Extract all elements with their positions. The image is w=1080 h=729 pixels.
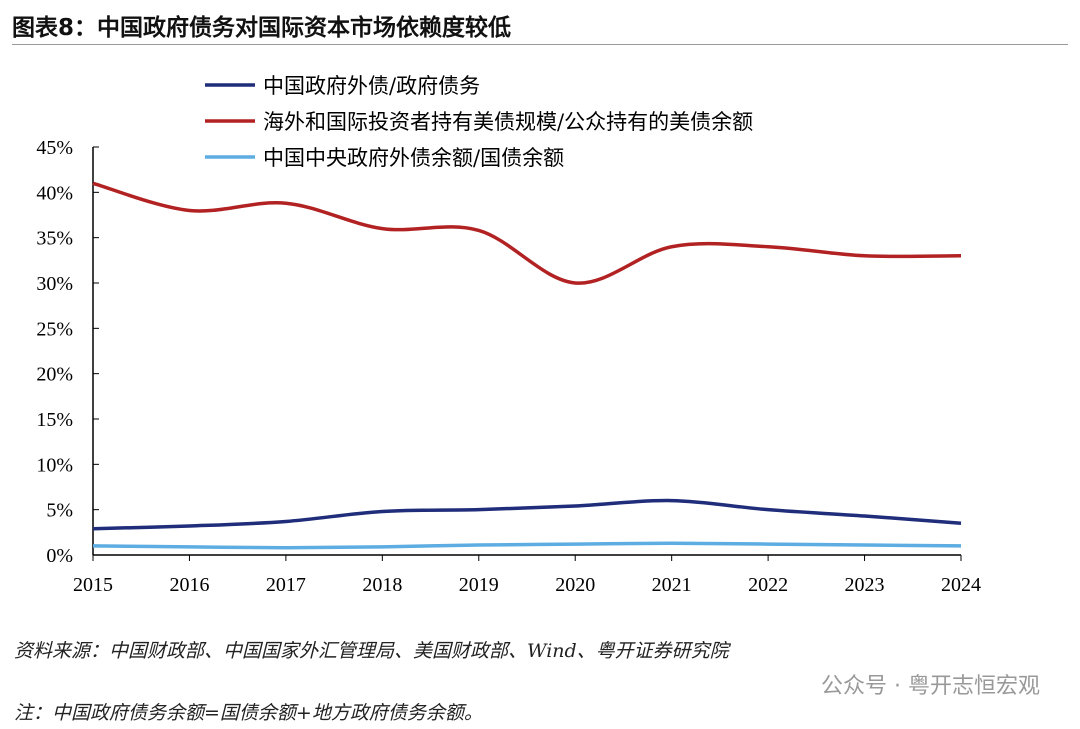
- legend-label-2: 海外和国际投资者持有美债规模/公众持有的美债余额: [263, 110, 753, 134]
- series-line-1: [92, 498, 962, 531]
- x-tick-label: 2024: [941, 574, 981, 596]
- y-tick-label: 40%: [36, 182, 73, 204]
- x-tick-label: 2019: [459, 574, 499, 596]
- x-tick-label: 2017: [266, 574, 306, 596]
- chart-title: 图表8：中国政府债务对国际资本市场依赖度较低: [12, 15, 512, 41]
- footnote: 注：中国政府债务余额=国债余额+地方政府债务余额。: [14, 702, 483, 724]
- y-tick-label: 30%: [36, 273, 73, 295]
- series-line-2: [92, 181, 962, 285]
- x-tick-label: 2015: [73, 574, 113, 596]
- y-tick-label: 10%: [36, 454, 73, 476]
- x-tick-label: 2022: [748, 574, 788, 596]
- source-note: 资料来源：中国财政部、中国国家外汇管理局、美国财政部、Wind、粤开证券研究院: [14, 640, 729, 662]
- watermark: 公众号 · 粤开志恒宏观: [821, 674, 1040, 699]
- x-tick-label: 2016: [169, 574, 209, 596]
- y-tick-label: 15%: [36, 409, 73, 431]
- x-tick-label: 2023: [845, 574, 885, 596]
- y-tick-label: 20%: [36, 364, 73, 386]
- series-line-3: [92, 541, 962, 550]
- y-tick-label: 45%: [36, 137, 73, 159]
- y-tick-label: 0%: [46, 545, 73, 567]
- x-tick-label: 2018: [362, 574, 402, 596]
- y-tick-label: 35%: [36, 228, 73, 250]
- y-tick-label: 25%: [36, 318, 73, 340]
- legend-label-3: 中国中央政府外债余额/国债余额: [263, 146, 564, 170]
- x-tick-label: 2021: [652, 574, 692, 596]
- legend-label-1: 中国政府外债/政府债务: [263, 74, 480, 98]
- x-tick-label: 2020: [555, 574, 595, 596]
- y-tick-label: 5%: [46, 500, 73, 522]
- title-divider: [12, 44, 1068, 45]
